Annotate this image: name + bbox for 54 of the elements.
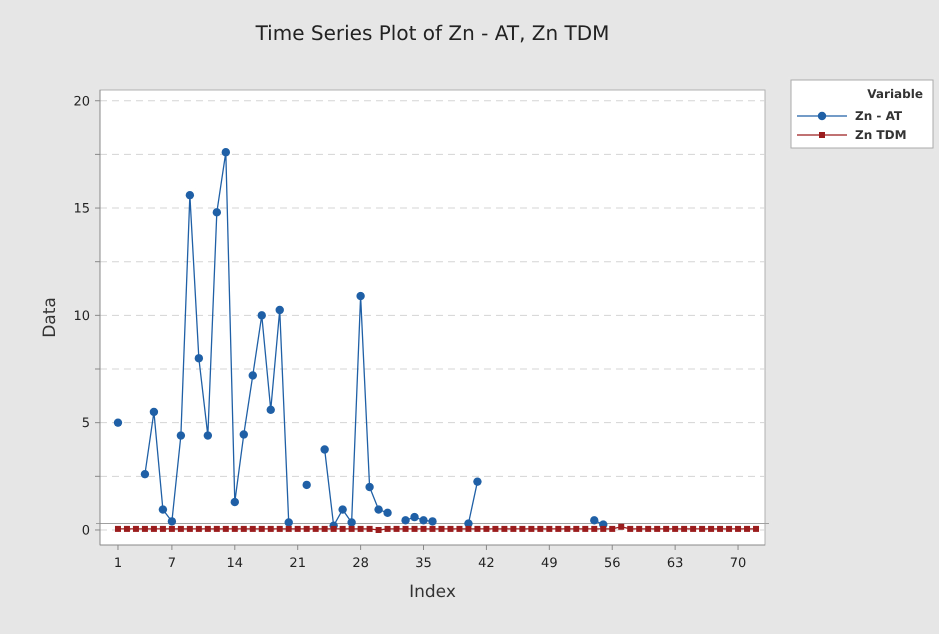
legend-title: Variable (867, 87, 923, 101)
legend-label: Zn - AT (855, 109, 903, 124)
x-tick-label: 56 (604, 556, 621, 571)
point (168, 517, 176, 526)
y-axis-title: Data (40, 297, 60, 338)
y-tick-label: 10 (73, 308, 90, 324)
point (176, 431, 186, 440)
point (276, 306, 284, 314)
point (212, 208, 222, 217)
point (410, 512, 419, 522)
x-tick-label: 63 (666, 556, 684, 571)
point (266, 406, 275, 414)
point (356, 292, 365, 300)
point (114, 418, 122, 427)
x-axis-title: Index (409, 582, 456, 602)
point (240, 430, 248, 439)
y-tick-label: 20 (73, 94, 90, 110)
point (419, 516, 428, 525)
x-tick-label: 7 (168, 556, 176, 571)
point (140, 470, 150, 478)
x-tick-label: 1 (114, 556, 122, 571)
x-tick-label: 35 (415, 556, 432, 571)
point (302, 480, 311, 490)
x-tick-label: 21 (289, 556, 306, 571)
x-tick-label: 42 (478, 556, 495, 571)
x-tick-label: 49 (541, 556, 558, 571)
y-tick-label: 0 (82, 524, 90, 539)
legend-label: Zn TDM (855, 128, 907, 142)
point (365, 482, 374, 492)
point (590, 516, 598, 525)
chart-title: Time Series Plot of Zn - AT, Zn TDM (254, 21, 610, 45)
x-tick-label: 70 (730, 556, 746, 571)
point (284, 518, 293, 527)
x-tick-label: 14 (226, 556, 244, 571)
point (222, 148, 230, 156)
point (186, 190, 194, 200)
point (320, 445, 329, 454)
y-tick-label: 5 (82, 416, 90, 432)
point (338, 505, 347, 514)
point (473, 477, 482, 486)
point (374, 505, 383, 514)
point (204, 431, 212, 440)
y-tick-label: 15 (73, 202, 90, 217)
x-tick-label: 28 (352, 556, 369, 571)
point (158, 505, 168, 514)
point (428, 517, 437, 526)
point (258, 311, 266, 320)
point (150, 408, 158, 416)
point (383, 508, 392, 518)
point (401, 516, 410, 525)
point (347, 518, 356, 527)
point (248, 371, 257, 380)
point (230, 498, 239, 506)
point (194, 354, 204, 362)
